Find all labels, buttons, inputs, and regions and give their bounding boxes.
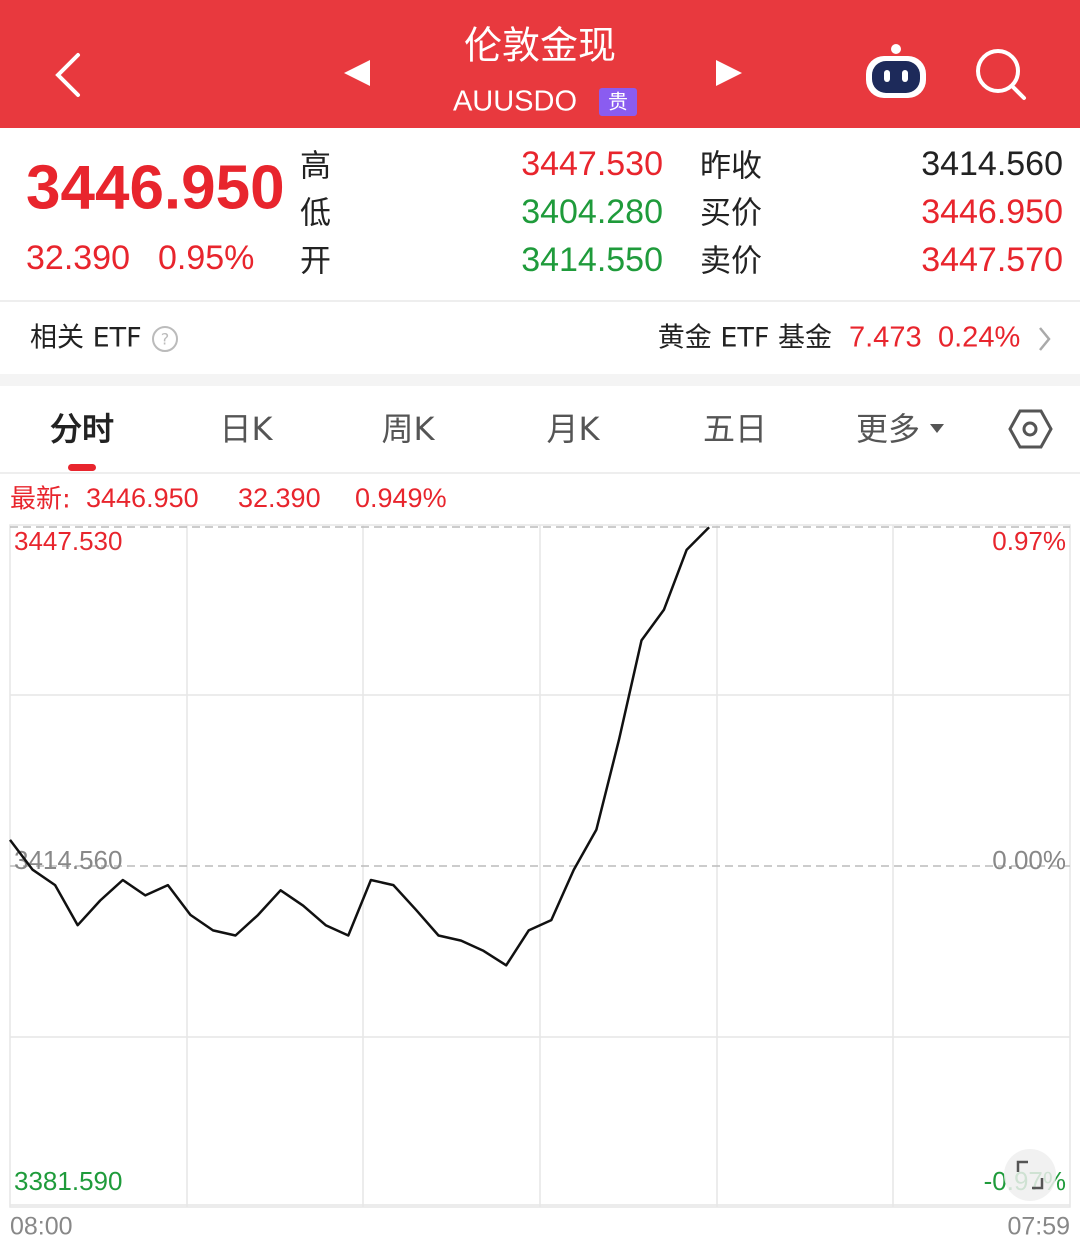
y2-tick-label: 0.97%: [992, 526, 1066, 556]
back-button[interactable]: [55, 53, 80, 97]
latest-change: 32.390: [238, 483, 321, 513]
chevron: [1039, 327, 1051, 351]
assistant-icon[interactable]: [866, 44, 926, 98]
tab-indicator: [68, 464, 96, 471]
symbol: AUUSDO: [453, 86, 577, 118]
search-icon[interactable]: [976, 49, 1026, 100]
stat-label: 低: [300, 196, 331, 232]
stat-value: 3447.530: [521, 145, 663, 183]
next-button[interactable]: [716, 60, 742, 86]
y-tick-label: 3447.530: [14, 526, 122, 556]
help-icon: ?: [161, 330, 170, 349]
etf-change: 0.24%: [938, 322, 1020, 354]
etf-price: 7.473: [849, 322, 922, 354]
stat-value: 3446.950: [921, 193, 1063, 231]
dropdown-arrow: [930, 424, 944, 433]
etf-label: 相关 ETF: [30, 323, 142, 354]
tab[interactable]: 月K: [547, 410, 601, 448]
tab[interactable]: 日K: [220, 410, 274, 448]
etf-row[interactable]: 相关 ETF ? 黄金 ETF 基金 7.473 0.24%: [30, 322, 1051, 354]
stat-value: 3414.560: [921, 145, 1063, 183]
y-tick-label: 3414.560: [14, 845, 122, 875]
y-tick-label: 3381.590: [14, 1166, 122, 1196]
spacer: [0, 374, 1080, 386]
stat-label: 卖价: [700, 244, 762, 280]
tab[interactable]: 更多: [856, 410, 920, 448]
tab[interactable]: 分时: [50, 410, 114, 448]
zoom-button[interactable]: [1004, 1149, 1056, 1201]
latest-price: 3446.950: [86, 483, 199, 513]
badge: 贵: [608, 90, 628, 114]
settings-icon[interactable]: [1008, 409, 1053, 449]
latest-change-pct: 0.949%: [355, 483, 447, 513]
stat-value: 3414.550: [521, 241, 663, 279]
prev-button[interactable]: [344, 60, 370, 86]
tab[interactable]: 五日: [703, 410, 767, 448]
stat-value: 3404.280: [521, 193, 663, 231]
etf-name: 黄金 ETF 基金: [658, 323, 832, 354]
change: 32.390: [26, 239, 130, 277]
stat-label: 买价: [700, 196, 762, 232]
title: 伦敦金现: [464, 24, 616, 68]
latest-label: 最新:: [10, 485, 71, 515]
x-tick-label: 07:59: [1007, 1213, 1070, 1241]
stat-label: 高: [300, 149, 331, 185]
y2-tick-label: 0.00%: [992, 845, 1066, 875]
stat-label: 昨收: [700, 149, 762, 185]
badge-bg: [599, 88, 637, 116]
tab[interactable]: 周K: [382, 410, 436, 448]
x-tick-label: 08:00: [10, 1213, 73, 1241]
price-line: [9, 526, 710, 967]
help-icon: [152, 326, 178, 352]
price: 3446.950: [26, 153, 285, 222]
stat-value: 3447.570: [921, 241, 1063, 279]
stat-label: 开: [300, 244, 331, 280]
change-pct: 0.95%: [158, 239, 254, 277]
